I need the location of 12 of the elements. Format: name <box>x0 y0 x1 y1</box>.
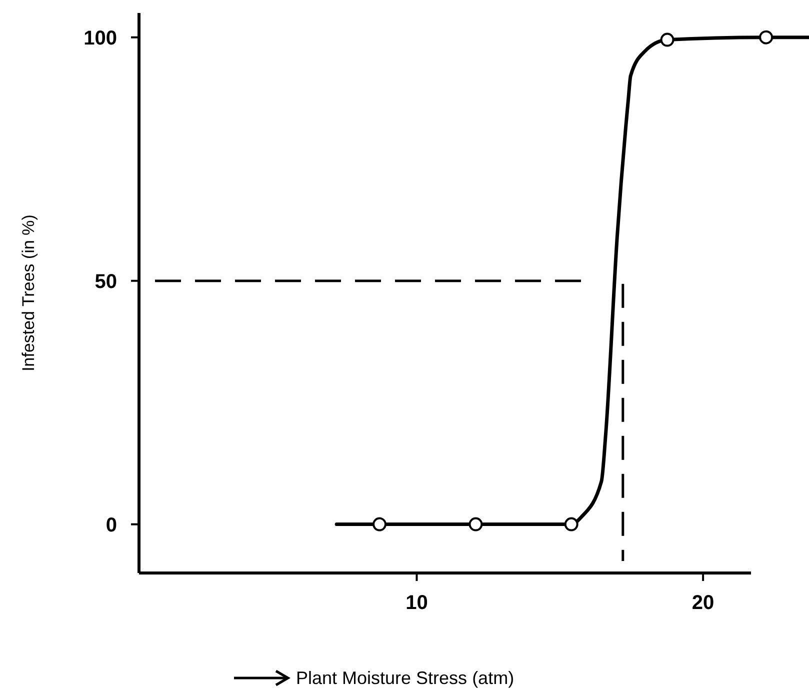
x-tick-label: 10 <box>406 592 428 614</box>
y-tick-label: 0 <box>106 514 117 536</box>
point <box>660 32 674 47</box>
x-tick-label: 20 <box>692 592 714 614</box>
point <box>468 517 483 532</box>
y-axis-title: Infested Trees (in %) <box>19 214 38 372</box>
point <box>759 30 774 44</box>
y-tick-label: 50 <box>94 270 117 293</box>
point <box>372 517 387 532</box>
x-axis-title: Plant Moisture Stress (atm) <box>296 668 514 688</box>
y-tick-label: 100 <box>84 27 117 50</box>
point <box>564 517 578 532</box>
